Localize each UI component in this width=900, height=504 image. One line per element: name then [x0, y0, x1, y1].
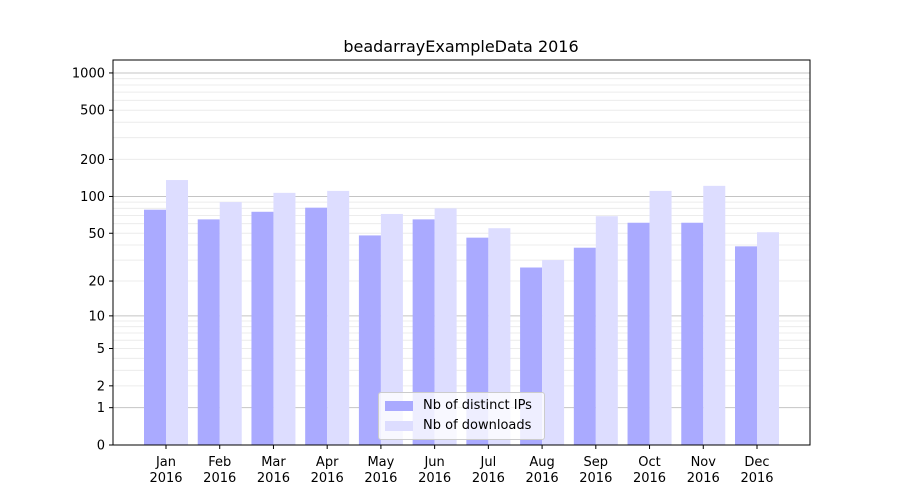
x-tick-label-year: 2016 [472, 471, 505, 486]
legend-item-ips: Nb of distinct IPs [385, 398, 532, 413]
x-tick-label-month: Jun [423, 455, 444, 470]
x-tick-label-year: 2016 [364, 471, 397, 486]
bar-downloads-jan [166, 180, 188, 446]
x-tick-label-year: 2016 [740, 471, 773, 486]
x-tick-label-month: May [367, 455, 394, 470]
bar-ips-oct [627, 222, 650, 445]
y-tick-label: 500 [80, 104, 105, 119]
x-tick-label-month: Oct [638, 455, 660, 470]
x-tick-label-year: 2016 [257, 471, 290, 486]
bar-ips-feb [197, 219, 220, 445]
legend-swatch-downloads [385, 420, 413, 431]
bar-downloads-jun [434, 208, 457, 445]
bar-ips-jan [144, 209, 166, 445]
bar-ips-nov [681, 222, 704, 445]
bar-ips-apr [305, 207, 328, 445]
y-tick-label: 10 [88, 309, 105, 324]
bar-downloads-dec [757, 232, 779, 445]
legend: Nb of distinct IPs Nb of downloads [378, 392, 545, 440]
legend-label-ips: Nb of distinct IPs [423, 398, 532, 413]
y-tick-label: 20 [88, 275, 105, 290]
bar-ips-mar [251, 211, 274, 445]
y-tick-label: 1000 [72, 66, 105, 81]
chart-title: beadarrayExampleData 2016 [343, 37, 578, 56]
x-tick-label-year: 2016 [687, 471, 720, 486]
x-tick-label-month: Dec [744, 455, 769, 470]
x-tick-label-year: 2016 [203, 471, 236, 486]
x-tick-label-year: 2016 [149, 471, 182, 486]
x-tick-label-year: 2016 [633, 471, 666, 486]
x-tick-label-month: Jan [155, 455, 176, 470]
x-tick-label-year: 2016 [311, 471, 344, 486]
x-tick-label-month: Feb [208, 455, 231, 470]
bar-downloads-sep [595, 216, 618, 445]
y-tick-label: 0 [97, 439, 105, 454]
x-tick-label-month: Mar [261, 455, 286, 470]
x-tick-label-month: Jul [480, 455, 497, 470]
x-tick-label-month: Apr [316, 455, 339, 470]
x-tick-label-year: 2016 [579, 471, 612, 486]
bar-downloads-apr [327, 190, 350, 445]
x-axis: Jan2016Feb2016Mar2016Apr2016May2016Jun20… [149, 445, 774, 486]
x-tick-label-year: 2016 [526, 471, 559, 486]
bar-downloads-may [380, 213, 403, 445]
bar-downloads-jul [488, 228, 511, 445]
bars [144, 180, 779, 446]
y-tick-label: 100 [80, 190, 105, 205]
x-tick-label-month: Sep [584, 455, 609, 470]
y-tick-label: 5 [97, 342, 105, 357]
x-tick-label-month: Aug [529, 455, 554, 470]
bar-ips-jun [412, 219, 435, 445]
x-tick-label-month: Nov [691, 455, 717, 470]
y-tick-label: 200 [80, 153, 105, 168]
x-tick-label-year: 2016 [418, 471, 451, 486]
legend-swatch-ips [385, 400, 413, 411]
y-tick-label: 1 [97, 401, 105, 416]
y-axis: 0 1 2 5 10 20 50 100 200 500 1000 [72, 66, 113, 454]
bar-ips-dec [735, 246, 757, 445]
bar-downloads-oct [649, 190, 672, 445]
y-tick-label: 2 [97, 379, 105, 394]
bar-downloads-feb [219, 202, 242, 445]
plot-frame [112, 59, 811, 446]
bar-downloads-aug [542, 260, 565, 445]
bar-downloads-nov [703, 185, 726, 446]
bar-ips-sep [573, 247, 596, 445]
legend-item-downloads: Nb of downloads [385, 418, 531, 433]
bar-downloads-mar [273, 192, 296, 445]
legend-label-downloads: Nb of downloads [423, 418, 532, 433]
bar-ips-may [358, 235, 381, 445]
y-tick-label: 50 [88, 227, 105, 242]
